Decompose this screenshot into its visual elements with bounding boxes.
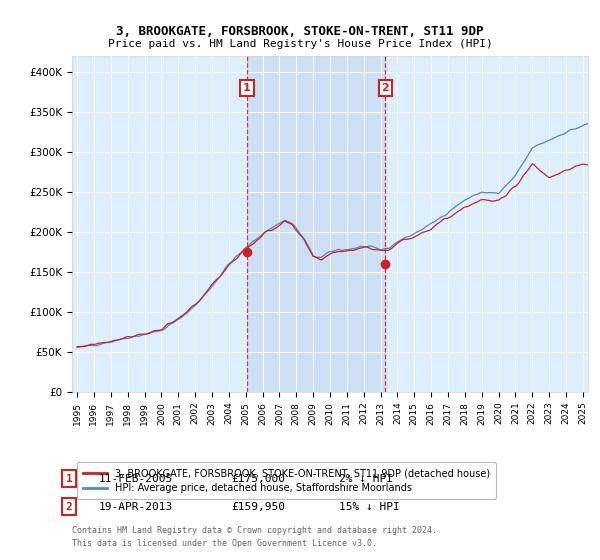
- Text: 3, BROOKGATE, FORSBROOK, STOKE-ON-TRENT, ST11 9DP: 3, BROOKGATE, FORSBROOK, STOKE-ON-TRENT,…: [116, 25, 484, 38]
- Text: Price paid vs. HM Land Registry's House Price Index (HPI): Price paid vs. HM Land Registry's House …: [107, 39, 493, 49]
- Text: This data is licensed under the Open Government Licence v3.0.: This data is licensed under the Open Gov…: [72, 539, 377, 548]
- Text: 1: 1: [243, 83, 251, 93]
- Text: £159,950: £159,950: [231, 502, 285, 512]
- Text: Contains HM Land Registry data © Crown copyright and database right 2024.: Contains HM Land Registry data © Crown c…: [72, 526, 437, 535]
- Text: 11-FEB-2005: 11-FEB-2005: [99, 474, 173, 484]
- Text: £175,000: £175,000: [231, 474, 285, 484]
- Text: 1: 1: [65, 474, 73, 484]
- Text: 2: 2: [382, 83, 389, 93]
- Legend: 3, BROOKGATE, FORSBROOK, STOKE-ON-TRENT, ST11 9DP (detached house), HPI: Average: 3, BROOKGATE, FORSBROOK, STOKE-ON-TRENT,…: [77, 463, 496, 499]
- Text: 15% ↓ HPI: 15% ↓ HPI: [339, 502, 400, 512]
- Text: 2% ↓ HPI: 2% ↓ HPI: [339, 474, 393, 484]
- Text: 19-APR-2013: 19-APR-2013: [99, 502, 173, 512]
- Text: 2: 2: [65, 502, 73, 512]
- Bar: [247, 56, 385, 392]
